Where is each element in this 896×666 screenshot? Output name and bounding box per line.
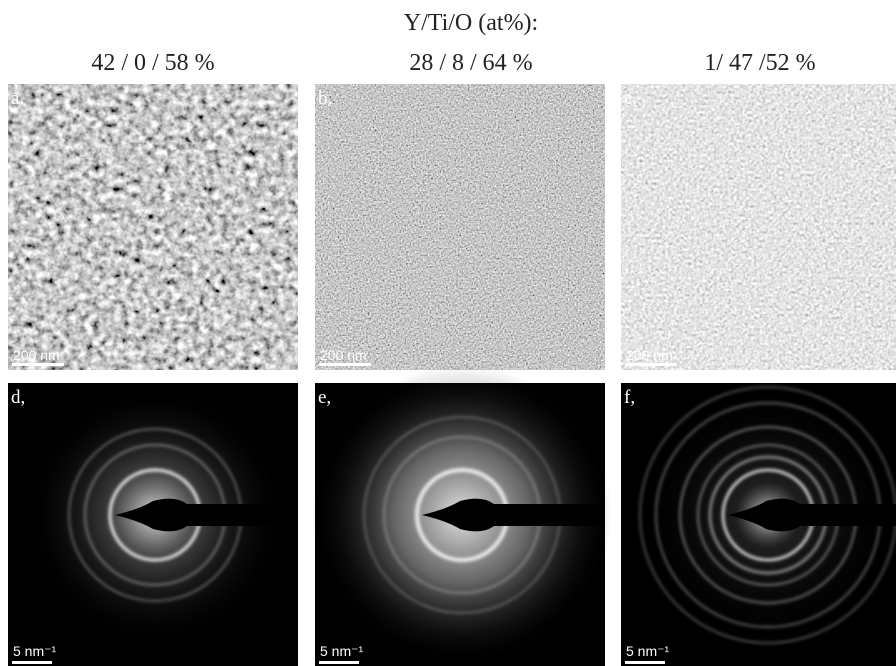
- scale-bar-label: 200 nm: [626, 347, 673, 363]
- scale-bar-label: 200 nm: [320, 347, 367, 363]
- panel-label: e,: [318, 387, 331, 408]
- scale-bar-label: 5 nm⁻¹: [13, 643, 57, 659]
- scale-bar-label: 200 nm: [13, 347, 60, 363]
- scale-bar: [625, 363, 677, 366]
- panel-label: c,: [624, 88, 637, 109]
- panel-label: f,: [624, 387, 635, 408]
- tem-image: [621, 84, 896, 370]
- scale-bar: [12, 661, 52, 664]
- scale-bar: [12, 363, 64, 366]
- panel: c, 200 nm: [621, 84, 896, 370]
- panel: e, 5 nm⁻¹: [312, 365, 612, 666]
- column-label: 28 / 8 / 64 %: [409, 50, 532, 76]
- column-label: 1/ 47 /52 %: [704, 50, 815, 76]
- panel: f, 5 nm⁻¹: [621, 383, 896, 666]
- figure: Y/Ti/O (at%): 42 / 0 / 58 % 28 / 8 / 64 %…: [0, 0, 896, 666]
- panel-label: a.: [11, 88, 24, 109]
- column-label: 42 / 0 / 58 %: [91, 50, 214, 76]
- panel: b, 200 nm: [315, 84, 605, 370]
- panel: d, 5 nm⁻¹: [8, 383, 298, 666]
- scale-bar: [319, 661, 359, 664]
- panel: a. 200 nm: [8, 84, 298, 370]
- header-title: Y/Ti/O (at%):: [404, 10, 538, 36]
- tem-image: [8, 84, 298, 370]
- scale-bar-label: 5 nm⁻¹: [320, 643, 364, 659]
- panel-label: b,: [318, 88, 332, 109]
- scale-bar: [319, 363, 371, 366]
- scale-bar-label: 5 nm⁻¹: [626, 643, 670, 659]
- panel-label: d,: [11, 387, 25, 408]
- scale-bar: [625, 661, 665, 664]
- tem-image: [315, 84, 605, 370]
